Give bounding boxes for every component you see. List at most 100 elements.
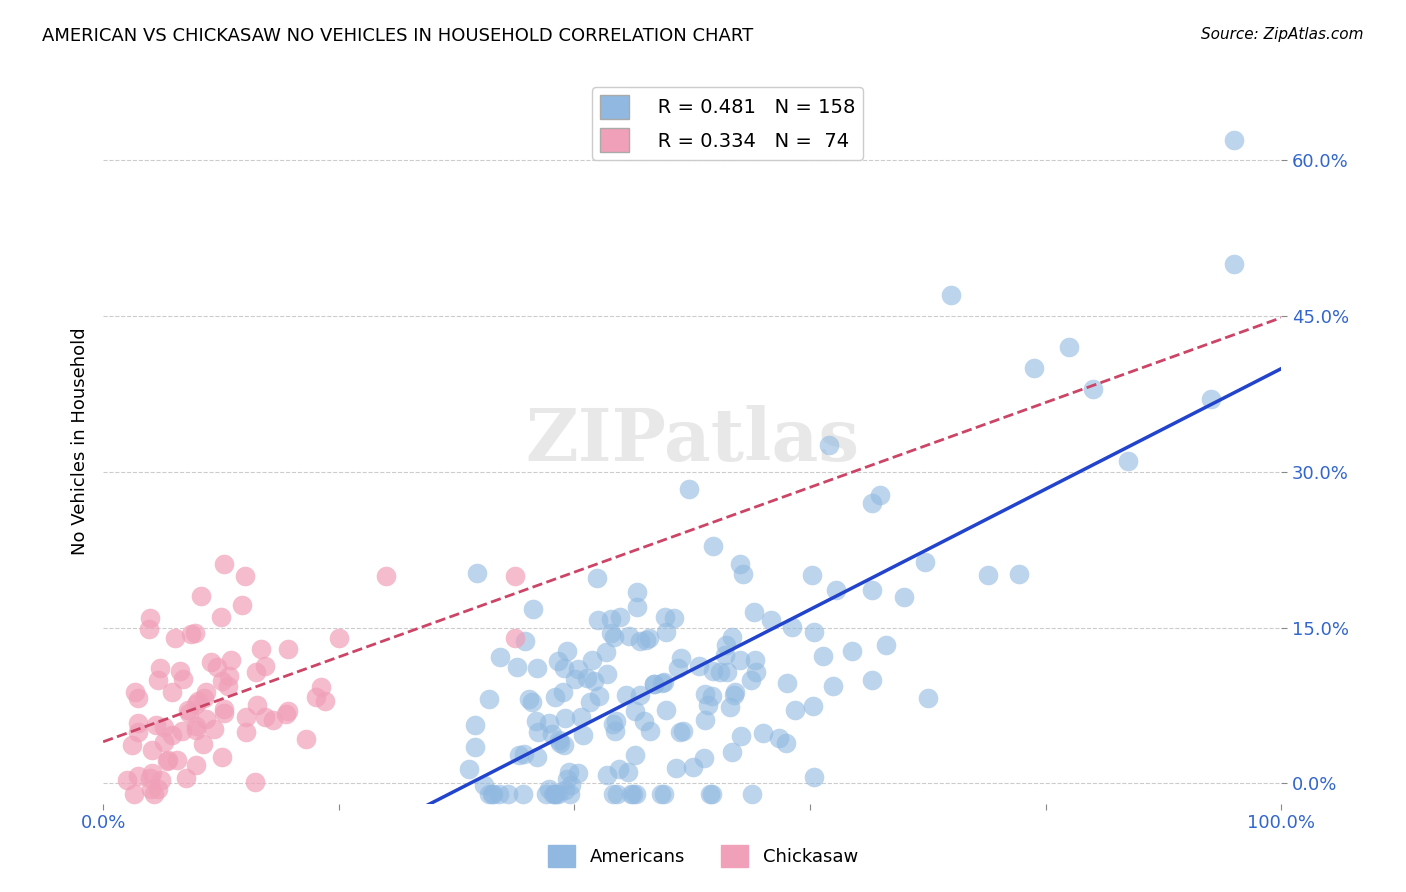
Point <box>253 710 276 724</box>
Point <box>655 703 678 717</box>
Point <box>581 653 603 667</box>
Point <box>724 685 747 699</box>
Point <box>177 706 200 721</box>
Point <box>567 662 589 676</box>
Point <box>180 627 202 641</box>
Point <box>811 649 834 664</box>
Point <box>262 714 284 728</box>
Point <box>472 778 495 792</box>
Point <box>617 764 640 779</box>
Point <box>742 605 765 619</box>
Point <box>146 673 169 688</box>
Point <box>652 675 675 690</box>
Point <box>524 714 547 729</box>
Point <box>543 690 565 704</box>
Point <box>602 787 624 801</box>
Point <box>669 724 692 739</box>
Point <box>138 622 160 636</box>
Point <box>626 600 648 615</box>
Point <box>941 288 963 302</box>
Point <box>496 787 519 801</box>
Point <box>190 589 212 603</box>
Point <box>212 706 235 720</box>
Point <box>636 633 658 648</box>
Point <box>170 724 193 739</box>
Point <box>465 566 488 580</box>
Point <box>664 611 686 625</box>
Point <box>513 747 536 761</box>
Point <box>640 723 662 738</box>
Point <box>776 676 799 690</box>
Point <box>149 661 172 675</box>
Point <box>548 736 571 750</box>
Point <box>117 772 139 787</box>
Point <box>277 641 299 656</box>
Point <box>609 610 631 624</box>
Point <box>544 787 567 801</box>
Point <box>517 691 540 706</box>
Point <box>488 787 510 801</box>
Point <box>651 675 673 690</box>
Point <box>596 768 619 782</box>
Point <box>505 660 527 674</box>
Point <box>235 725 257 739</box>
Point <box>741 787 763 801</box>
Point <box>152 720 174 734</box>
Point <box>184 625 207 640</box>
Point <box>526 661 548 675</box>
Point <box>606 787 628 801</box>
Point <box>464 739 486 754</box>
Point <box>505 631 527 645</box>
Point <box>709 665 731 679</box>
Point <box>174 771 197 785</box>
Point <box>654 610 676 624</box>
Text: ZIPatlas: ZIPatlas <box>526 405 859 476</box>
Point <box>977 567 1000 582</box>
Point <box>567 766 589 780</box>
Point <box>541 787 564 801</box>
Point <box>305 690 328 705</box>
Point <box>551 685 574 699</box>
Point <box>186 718 208 732</box>
Point <box>277 704 299 718</box>
Point <box>621 787 644 801</box>
Point <box>553 661 575 675</box>
Point <box>534 787 557 801</box>
Point <box>202 722 225 736</box>
Point <box>586 613 609 627</box>
Point <box>825 583 848 598</box>
Point <box>721 745 744 759</box>
Point <box>780 620 803 634</box>
Point <box>626 787 648 801</box>
Point <box>217 679 239 693</box>
Point <box>195 684 218 698</box>
Point <box>160 728 183 742</box>
Point <box>547 733 569 747</box>
Point <box>558 787 581 801</box>
Point <box>720 699 742 714</box>
Point <box>801 699 824 714</box>
Point <box>537 782 560 797</box>
Point <box>254 658 277 673</box>
Point <box>218 669 240 683</box>
Point <box>544 787 567 801</box>
Point <box>177 703 200 717</box>
Point <box>156 753 179 767</box>
Point <box>614 688 637 702</box>
Point <box>156 754 179 768</box>
Point <box>527 724 550 739</box>
Point <box>191 737 214 751</box>
Point <box>488 650 510 665</box>
Point <box>245 775 267 789</box>
Point <box>624 704 647 718</box>
Point <box>526 750 548 764</box>
Point <box>628 634 651 648</box>
Point <box>553 738 575 752</box>
Point <box>505 568 527 582</box>
Point <box>374 568 396 582</box>
Point <box>586 571 609 585</box>
Point <box>723 688 745 702</box>
Point <box>841 644 863 658</box>
Point <box>522 695 544 709</box>
Point <box>599 612 621 626</box>
